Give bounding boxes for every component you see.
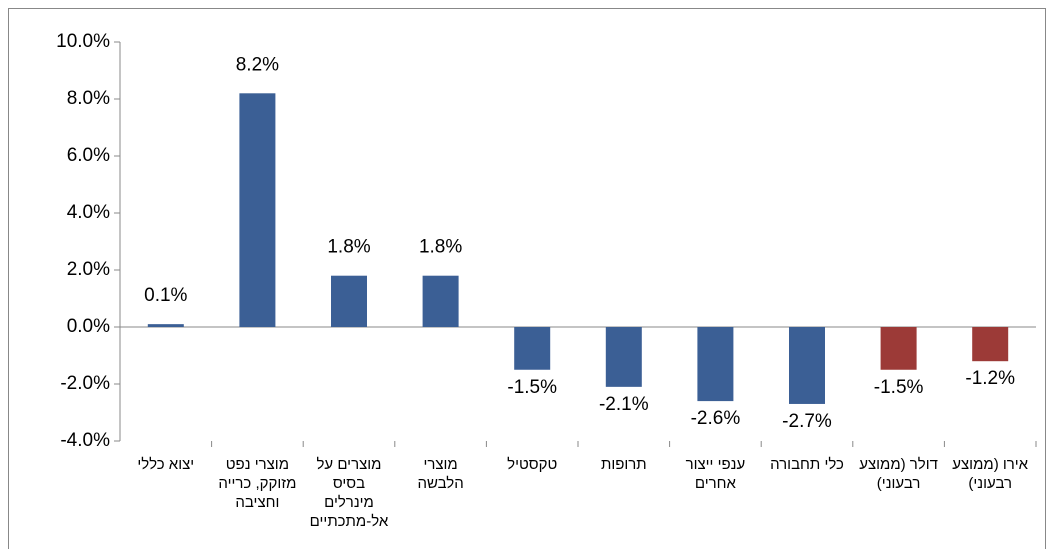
bar	[605, 327, 642, 387]
y-tick-label: 0.0%	[67, 316, 110, 337]
value-label: 8.2%	[236, 54, 279, 75]
y-tick-label: 10.0%	[56, 31, 110, 52]
x-tick-label: יצוא כללי	[137, 456, 195, 473]
value-label: -2.1%	[599, 394, 649, 415]
x-tick-label: אירו (ממוצע רבעוני)	[952, 456, 1029, 492]
x-tick-label: מוצרים על בסיס מינרלים אל-מתכתיים	[309, 456, 389, 530]
value-label: 1.8%	[327, 237, 370, 258]
x-tick-label: ענפי ייצור אחרים	[685, 456, 746, 492]
y-tick-label: 2.0%	[67, 259, 110, 280]
y-tick-label: 8.0%	[67, 88, 110, 109]
bar	[422, 275, 459, 327]
bar	[331, 275, 367, 327]
value-label: -1.2%	[965, 368, 1015, 389]
value-label: -2.7%	[782, 411, 832, 432]
x-tick-label: תרופות	[600, 456, 647, 473]
bar	[789, 327, 825, 404]
value-label: 0.1%	[144, 285, 187, 306]
x-tick-label: טקסטיל	[507, 456, 558, 473]
y-tick-label: -2.0%	[60, 373, 110, 394]
value-label: -1.5%	[507, 377, 557, 398]
x-tick-label: דולר (ממוצע רבעוני)	[859, 456, 938, 492]
bar	[972, 327, 1009, 362]
value-label: 1.8%	[419, 237, 462, 258]
value-label: -1.5%	[874, 377, 924, 398]
bar	[697, 327, 734, 402]
y-tick-label: -4.0%	[60, 430, 110, 451]
x-tick-label: כלי תחבורה	[770, 456, 844, 473]
value-label: -2.6%	[691, 408, 741, 429]
x-tick-label: מוצרי נפט מזוקק, כרייה וחציבה	[218, 456, 297, 511]
y-tick-label: 6.0%	[67, 145, 110, 166]
y-tick-label: 4.0%	[67, 202, 110, 223]
bar	[239, 93, 276, 327]
chart-border	[8, 8, 1046, 549]
bar	[147, 324, 184, 327]
x-tick-label: מוצרי הלבשה	[417, 456, 464, 492]
bar	[514, 327, 551, 370]
bar	[880, 327, 917, 370]
